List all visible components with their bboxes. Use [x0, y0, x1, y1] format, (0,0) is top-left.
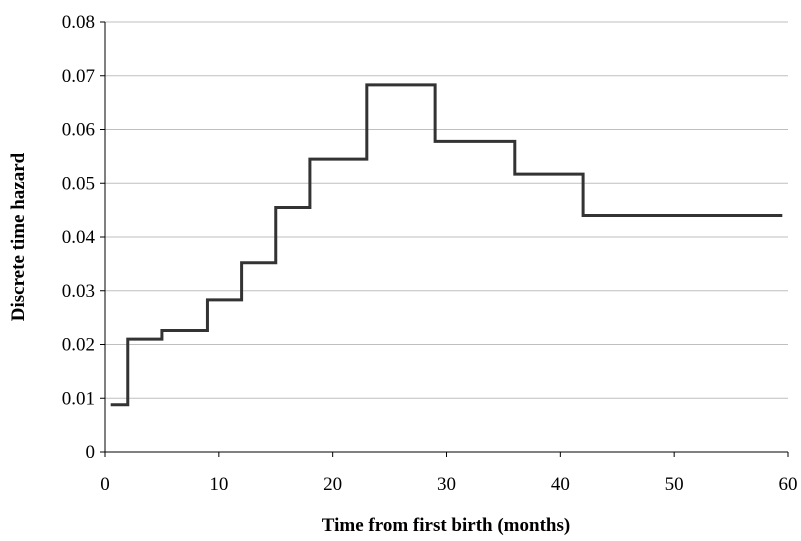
y-tick-label: 0.02: [62, 335, 95, 356]
y-tick-label: 0.03: [62, 281, 95, 302]
y-tick-labels: 0 0.01 0.02 0.03 0.04 0.05 0.06 0.07 0.08: [62, 12, 96, 463]
y-tick-label: 0.08: [62, 12, 95, 33]
x-tick-label: 0: [100, 474, 110, 495]
y-tick-label: 0.05: [62, 173, 95, 194]
gridlines: [105, 21, 788, 399]
y-tick-label: 0.06: [62, 120, 95, 141]
x-tick-label: 50: [665, 474, 684, 495]
y-tick-label: 0.07: [62, 66, 95, 87]
y-tick-label: 0.04: [62, 227, 96, 248]
x-tick-labels: 0 10 20 30 40 50 60: [100, 474, 797, 495]
y-tick-label: 0: [86, 442, 96, 463]
series: [110, 83, 783, 407]
x-tick-label: 60: [779, 474, 798, 495]
x-axis-title: Time from first birth (months): [322, 515, 570, 536]
x-tick-label: 10: [209, 474, 228, 495]
x-tick-label: 40: [551, 474, 570, 495]
y-axis-title: Discrete time hazard: [8, 152, 29, 321]
axes: [100, 21, 789, 457]
y-tick-label: 0.01: [62, 388, 95, 409]
x-tick-label: 20: [323, 474, 342, 495]
x-tick-label: 30: [437, 474, 456, 495]
hazard-step-line: [110, 83, 783, 407]
